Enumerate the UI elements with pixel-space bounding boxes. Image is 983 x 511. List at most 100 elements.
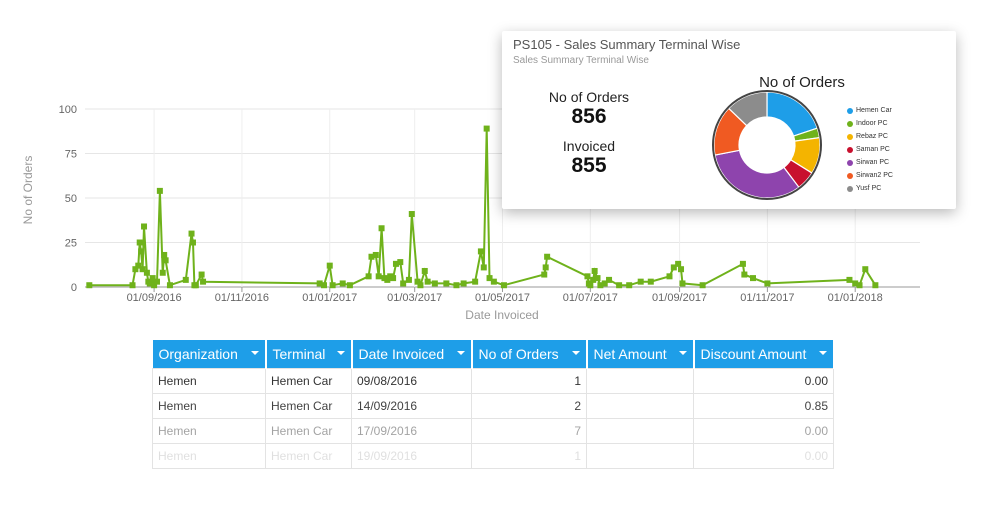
- legend-item[interactable]: Yusf PC: [847, 182, 893, 195]
- table-row[interactable]: Hemen Hemen Car 19/09/2016 1 0.00: [152, 443, 834, 469]
- data-point-marker: [414, 278, 421, 285]
- donut-slice[interactable]: [714, 149, 800, 199]
- data-point-marker: [750, 275, 756, 282]
- legend-item[interactable]: Sirwan2 PC: [847, 169, 893, 182]
- data-point-marker: [346, 282, 353, 289]
- data-point-marker: [138, 248, 145, 255]
- donut-title: No of Orders: [759, 74, 845, 91]
- data-point-marker: [365, 273, 372, 280]
- data-point-marker: [699, 282, 706, 289]
- data-point-marker: [584, 273, 591, 280]
- data-point-marker: [460, 280, 467, 287]
- sales-summary-card: PS105 - Sales Summary Terminal Wise Sale…: [502, 31, 956, 209]
- cell-organization: Hemen: [152, 418, 266, 444]
- y-tick-label: 50: [65, 193, 77, 205]
- data-point-marker: [161, 251, 168, 258]
- data-point-marker: [616, 282, 623, 289]
- data-point-marker: [390, 275, 397, 282]
- data-point-marker: [132, 266, 139, 273]
- data-point-marker: [542, 264, 549, 271]
- data-point-marker: [368, 253, 375, 260]
- y-tick-label: 25: [65, 238, 77, 250]
- data-point-marker: [372, 251, 379, 258]
- data-point-marker: [443, 280, 450, 287]
- table-row[interactable]: Hemen Hemen Car 17/09/2016 7 0.00: [152, 418, 834, 444]
- cell-date-invoiced: 17/09/2016: [351, 418, 472, 444]
- data-point-marker: [156, 187, 163, 194]
- data-point-marker: [375, 273, 382, 280]
- data-point-marker: [647, 278, 654, 285]
- data-point-marker: [384, 276, 391, 283]
- data-point-marker: [675, 260, 682, 267]
- data-point-marker: [872, 282, 879, 289]
- cell-terminal: Hemen Car: [265, 368, 352, 394]
- col-organization-header[interactable]: Organization: [152, 340, 267, 369]
- legend-item[interactable]: Saman PC: [847, 143, 893, 156]
- data-point-marker: [477, 248, 484, 255]
- chevron-down-icon[interactable]: [571, 351, 580, 355]
- data-point-marker: [606, 276, 613, 283]
- col-discount-header[interactable]: Discount Amount: [693, 340, 835, 369]
- legend-item[interactable]: Sirwan PC: [847, 156, 893, 169]
- data-point-marker: [678, 266, 685, 273]
- data-point-marker: [316, 280, 323, 287]
- chevron-down-icon[interactable]: [250, 351, 259, 355]
- cell-orders: 2: [471, 393, 587, 419]
- cell-net-amount: [586, 393, 694, 419]
- donut-legend: Hemen Car Indoor PC Rebaz PC Saman PC Sirwan…: [847, 104, 893, 195]
- data-point-marker: [666, 273, 673, 280]
- y-tick-label: 75: [65, 149, 77, 161]
- table-row[interactable]: Hemen Hemen Car 09/08/2016 1 0.00: [152, 368, 834, 394]
- col-terminal-header[interactable]: Terminal: [265, 340, 353, 369]
- legend-item[interactable]: Indoor PC: [847, 117, 893, 130]
- data-point-marker: [472, 278, 479, 285]
- cell-terminal: Hemen Car: [265, 393, 352, 419]
- col-net-amount-header[interactable]: Net Amount: [586, 340, 695, 369]
- data-point-marker: [541, 271, 548, 278]
- legend-item[interactable]: Hemen Car: [847, 104, 893, 117]
- cell-orders: 7: [471, 418, 587, 444]
- cell-organization: Hemen: [152, 368, 266, 394]
- data-point-marker: [182, 276, 189, 283]
- col-orders-header[interactable]: No of Orders: [471, 340, 588, 369]
- data-point-marker: [587, 282, 594, 289]
- data-point-marker: [626, 282, 633, 289]
- data-point-marker: [151, 282, 158, 289]
- table-row[interactable]: Hemen Hemen Car 14/09/2016 2 0.85: [152, 393, 834, 419]
- cell-terminal: Hemen Car: [265, 418, 352, 444]
- chevron-down-icon[interactable]: [456, 351, 465, 355]
- data-point-marker: [852, 280, 859, 287]
- data-point-marker: [480, 264, 487, 271]
- chevron-down-icon[interactable]: [818, 351, 827, 355]
- data-point-marker: [679, 280, 686, 287]
- cell-discount: 0.00: [693, 418, 834, 444]
- cell-discount: 0.00: [693, 443, 834, 469]
- donut-slice[interactable]: [766, 91, 819, 137]
- chevron-down-icon[interactable]: [678, 351, 687, 355]
- col-date-invoiced-header[interactable]: Date Invoiced: [351, 340, 473, 369]
- data-point-marker: [431, 280, 438, 287]
- data-point-marker: [149, 275, 156, 282]
- data-point-marker: [129, 282, 136, 289]
- legend-item[interactable]: Rebaz PC: [847, 130, 893, 143]
- legend-dot-icon: [847, 159, 853, 166]
- data-point-marker: [159, 269, 166, 276]
- data-point-marker: [153, 278, 160, 285]
- cell-discount: 0.85: [693, 393, 834, 419]
- data-point-marker: [421, 267, 428, 274]
- orders-table: Organization Terminal Date Invoiced No o…: [152, 340, 835, 469]
- data-point-marker: [408, 211, 415, 218]
- data-point-marker: [637, 278, 644, 285]
- data-point-marker: [597, 282, 604, 289]
- y-tick-label: 0: [71, 282, 77, 294]
- data-point-marker: [329, 282, 336, 289]
- cell-net-amount: [586, 418, 694, 444]
- data-point-marker: [192, 282, 199, 289]
- cell-terminal: Hemen Car: [265, 443, 352, 469]
- data-point-marker: [200, 278, 207, 285]
- chevron-down-icon[interactable]: [336, 351, 345, 355]
- orders-kpi: No of Orders 856: [532, 89, 646, 129]
- legend-dot-icon: [847, 120, 853, 127]
- y-axis-title: No of Orders: [21, 156, 35, 225]
- data-point-marker: [162, 257, 169, 264]
